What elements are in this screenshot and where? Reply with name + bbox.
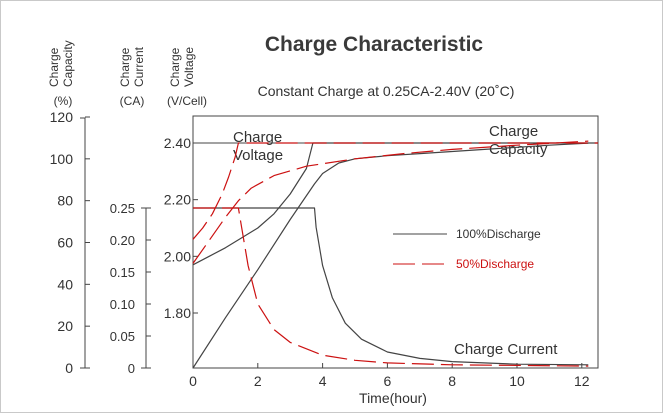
- voltage-axis-label-line1: Charge: [168, 47, 182, 87]
- current-tick-label: 0: [128, 361, 135, 376]
- current-axis-line: [141, 207, 147, 369]
- x-tick-label: 0: [189, 373, 197, 389]
- capacity-tick-label: 20: [57, 318, 73, 334]
- annotation-current: Charge Current: [454, 341, 558, 358]
- x-tick-label: 2: [254, 373, 262, 389]
- annotation-voltage-line1: Charge: [233, 129, 282, 146]
- chart-title: Charge Characteristic: [265, 33, 484, 56]
- legend-label-100: 100%Discharge: [456, 227, 541, 241]
- x-tick-label: 4: [319, 373, 327, 389]
- voltage-tick-label: 1.80: [164, 305, 191, 321]
- capacity-axis-label-line2: Capacity: [61, 40, 75, 87]
- voltage-tick-label: 2.20: [164, 192, 191, 208]
- series-50discharge-current: [193, 207, 589, 367]
- capacity-tick-label: 60: [57, 235, 73, 251]
- x-tick-label: 12: [574, 373, 590, 389]
- series-100discharge-capacity: [192, 142, 589, 369]
- annotation-capacity-line2: Capacity: [489, 141, 548, 158]
- capacity-tick-label: 40: [57, 276, 73, 292]
- capacity-axis-header: Charge Capacity (%): [47, 40, 75, 108]
- current-tick-label: 0.10: [110, 297, 135, 312]
- voltage-tick-label: 2.00: [164, 248, 191, 264]
- current-tick-label: 0.20: [110, 233, 135, 248]
- legend-label-50: 50%Discharge: [456, 257, 534, 271]
- x-axis-title: Time(hour): [359, 390, 427, 406]
- x-tick-label: 10: [509, 373, 525, 389]
- capacity-tick-label: 100: [50, 151, 74, 167]
- series-50discharge-voltage: [192, 142, 598, 240]
- capacity-tick-label: 120: [50, 109, 74, 125]
- voltage-tick-label: 2.40: [164, 135, 191, 151]
- current-axis-unit: (CA): [120, 94, 145, 108]
- series-100discharge-voltage: [192, 142, 598, 266]
- annotation-voltage-line2: Voltage: [233, 147, 283, 164]
- capacity-tick-label: 80: [57, 193, 73, 209]
- capacity-axis-unit: (%): [54, 94, 73, 108]
- current-tick-label: 0.25: [110, 201, 135, 216]
- annotation-capacity-line1: Charge: [489, 123, 538, 140]
- current-tick-label: 0.05: [110, 329, 135, 344]
- chart-dynamic-layer: 1201008060402000.250.200.150.100.0502.40…: [50, 109, 598, 389]
- x-tick-label: 8: [448, 373, 456, 389]
- current-axis-label-line2: Current: [132, 46, 146, 87]
- plot-area-frame: [192, 115, 599, 369]
- capacity-tick-label: 0: [65, 360, 73, 376]
- capacity-axis-line: [80, 117, 86, 369]
- current-tick-label: 0.15: [110, 265, 135, 280]
- voltage-axis-label-line2: Voltage: [182, 47, 196, 87]
- current-axis-header: Charge Current (CA): [118, 46, 146, 108]
- chart-subtitle: Constant Charge at 0.25CA-2.40V (20˚C): [258, 83, 515, 99]
- capacity-axis-label-line1: Charge: [47, 47, 61, 87]
- chart-legend: 100%Discharge 50%Discharge: [393, 227, 541, 271]
- current-axis-label-line1: Charge: [118, 47, 132, 87]
- voltage-axis-unit: (V/Cell): [167, 94, 207, 108]
- series-100discharge-current: [193, 207, 589, 366]
- x-tick-label: 6: [384, 373, 392, 389]
- voltage-axis-header: Charge Voltage (V/Cell): [167, 47, 207, 108]
